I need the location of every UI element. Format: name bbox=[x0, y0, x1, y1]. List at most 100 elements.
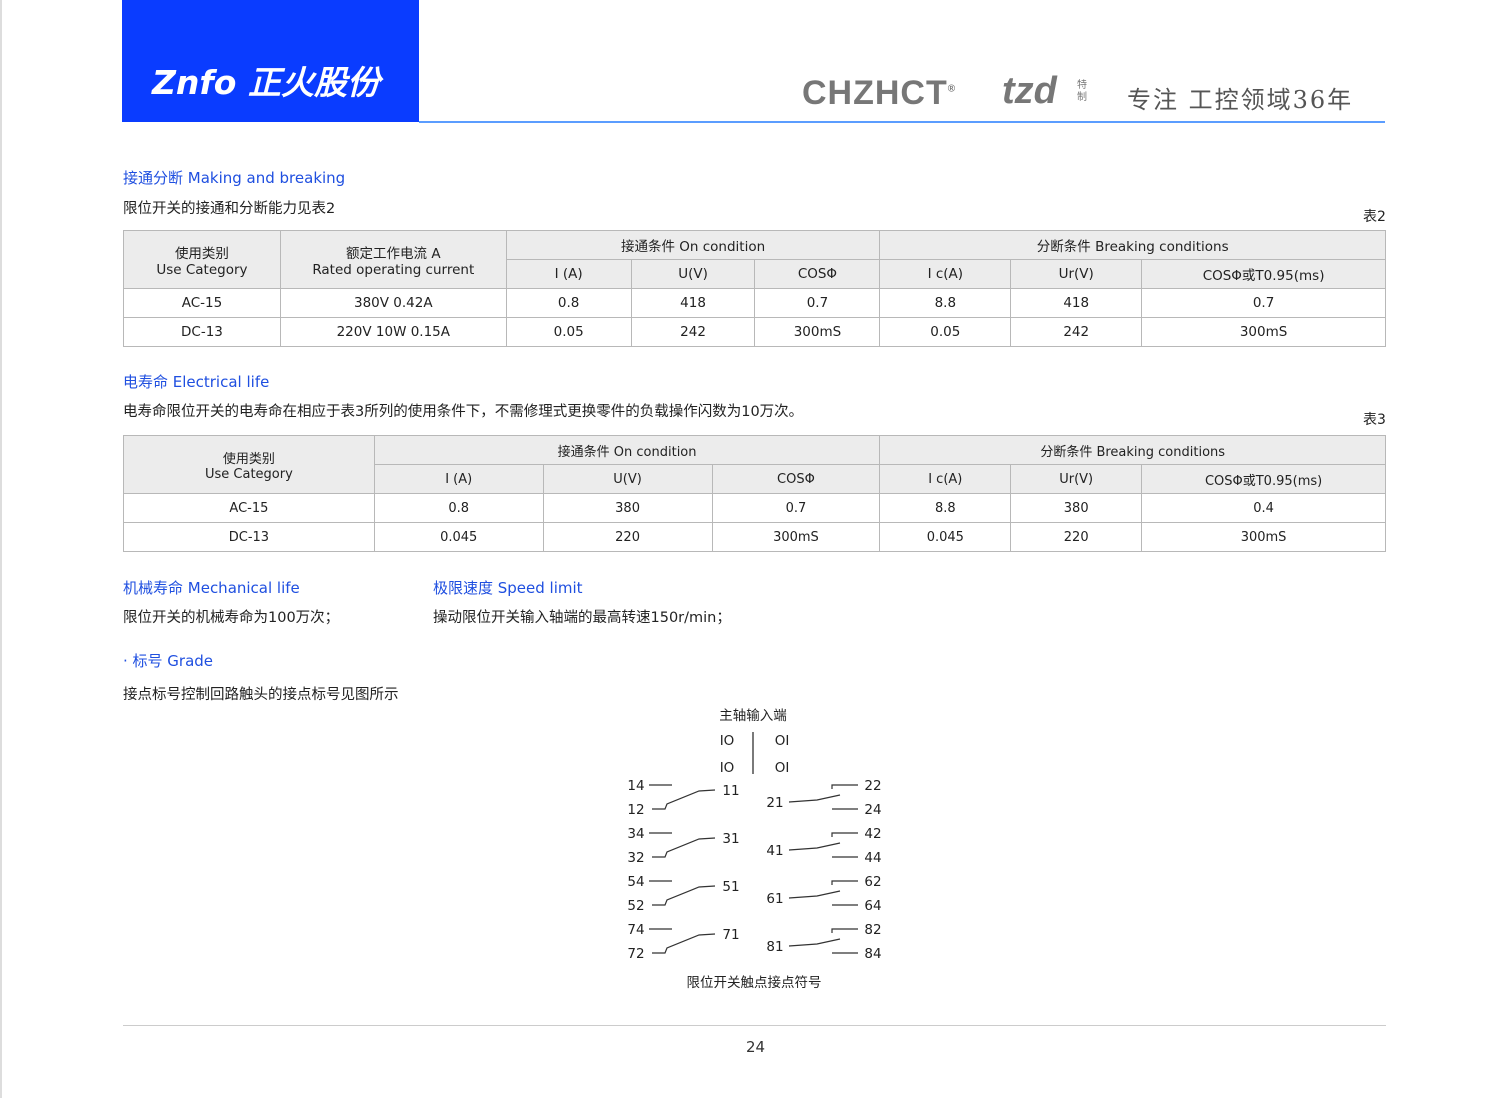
io-label: IO bbox=[720, 760, 735, 776]
terminal-label: 11 bbox=[722, 783, 739, 799]
page-number: 24 bbox=[746, 1038, 766, 1056]
terminal-label: 12 bbox=[627, 802, 644, 818]
terminal-label: 52 bbox=[627, 898, 644, 914]
terminal-label: 62 bbox=[864, 874, 881, 890]
table-cell: 220V 10W 0.15A bbox=[279, 317, 507, 347]
terminal-label: 31 bbox=[722, 831, 739, 847]
table-cell: 8.8 bbox=[879, 493, 1012, 523]
contact-line bbox=[831, 880, 858, 885]
table-cell: AC-15 bbox=[123, 493, 375, 523]
subheader-cell: I c(A) bbox=[879, 464, 1012, 494]
terminal-label: 81 bbox=[766, 939, 783, 955]
table-cell: 220 bbox=[1010, 522, 1143, 552]
terminal-label: 22 bbox=[864, 778, 881, 794]
header-current: 额定工作电流 A Rated operating current bbox=[279, 230, 507, 289]
contact-line bbox=[652, 933, 716, 954]
brand-logo: Znfo 正火股份 bbox=[152, 63, 380, 102]
io-label: IO bbox=[720, 733, 735, 749]
terminal-label: 21 bbox=[766, 795, 783, 811]
section-text-electrical: 电寿命限位开关的电寿命在相应于表3所列的使用条件下，不需修理式更换零件的负载操作… bbox=[123, 404, 804, 420]
table-cell: 300mS bbox=[1141, 522, 1386, 552]
table-cell: 300mS bbox=[1141, 317, 1386, 347]
header-off: 分断条件 Breaking conditions bbox=[879, 230, 1386, 260]
slogan: 专注 工控领域36年 bbox=[1127, 86, 1354, 114]
terminal-label: 61 bbox=[766, 891, 783, 907]
table-cell: 0.045 bbox=[373, 522, 544, 552]
header-on: 接通条件 On condition bbox=[505, 230, 881, 260]
terminal-label: 34 bbox=[627, 826, 644, 842]
subheader-cell: I c(A) bbox=[879, 259, 1012, 289]
contact-line bbox=[652, 789, 716, 810]
table-cell: 300mS bbox=[711, 522, 881, 552]
table-number: 表3 bbox=[1363, 412, 1386, 428]
section-text-grade: 接点标号控制回路触头的接点标号见图所示 bbox=[123, 687, 399, 703]
contact-line bbox=[831, 784, 858, 789]
table-cell: 0.05 bbox=[505, 317, 632, 347]
tzd-logo: tzd bbox=[1002, 70, 1057, 112]
table-cell: 380 bbox=[1010, 493, 1143, 523]
subheader-cell: COSΦ或T0.95(ms) bbox=[1141, 464, 1386, 494]
terminal-label: 84 bbox=[864, 946, 881, 962]
subheader-cell: COSΦ bbox=[754, 259, 881, 289]
contact-line bbox=[652, 885, 716, 906]
terminal-label: 41 bbox=[766, 843, 783, 859]
footer-rule bbox=[123, 1025, 1386, 1026]
terminal-label: 44 bbox=[864, 850, 881, 866]
electrical-life-table: 使用类别 Use Category 接通条件 On condition 分断条件 Br… bbox=[123, 435, 1386, 552]
section-title-grade: · 标号 Grade bbox=[123, 652, 214, 670]
terminal-label: 51 bbox=[722, 879, 739, 895]
section-text-speed: 操动限位开关输入轴端的最高转速150r/min； bbox=[433, 610, 731, 626]
terminal-label: 42 bbox=[864, 826, 881, 842]
section-title-making: 接通分断 Making and breaking bbox=[123, 169, 346, 187]
section-title-electrical: 电寿命 Electrical life bbox=[123, 373, 270, 391]
terminal-label: 24 bbox=[864, 802, 881, 818]
table-cell: 300mS bbox=[754, 317, 881, 347]
table-row: AC-15 0.8 380 0.7 8.8 380 0.4 bbox=[123, 493, 1386, 523]
subheader-cell: Ur(V) bbox=[1010, 259, 1143, 289]
terminal-label: 32 bbox=[627, 850, 644, 866]
table-row: DC-13 0.045 220 300mS 0.045 220 300mS bbox=[123, 522, 1386, 552]
contact-line bbox=[831, 928, 858, 933]
table-cell: 8.8 bbox=[879, 288, 1012, 318]
io-label: OI bbox=[775, 733, 790, 749]
tzd-sub: 特制 bbox=[1077, 80, 1087, 103]
contact-line bbox=[788, 794, 841, 803]
table-number: 表2 bbox=[1363, 209, 1386, 225]
table-cell: 380 bbox=[542, 493, 713, 523]
table-cell: 0.7 bbox=[1141, 288, 1386, 318]
table-cell: 242 bbox=[630, 317, 756, 347]
contact-line bbox=[831, 832, 858, 837]
terminal-label: 71 bbox=[722, 927, 739, 943]
header-on: 接通条件 On condition bbox=[373, 435, 881, 465]
making-breaking-table: 使用类别 Use Category 额定工作电流 A Rated operating … bbox=[123, 230, 1386, 347]
table-cell: 0.05 bbox=[879, 317, 1012, 347]
contact-line bbox=[788, 890, 841, 899]
table-cell: 380V 0.42A bbox=[279, 288, 507, 318]
header-rule bbox=[419, 121, 1385, 123]
brand-logo-block bbox=[122, 0, 419, 122]
table-cell: 242 bbox=[1010, 317, 1143, 347]
diagram-title: 主轴输入端 bbox=[719, 708, 787, 724]
table-cell: DC-13 bbox=[123, 317, 281, 347]
terminal-label: 74 bbox=[627, 922, 644, 938]
diagram-caption: 限位开关触点接点符号 bbox=[687, 974, 822, 991]
terminal-label: 54 bbox=[627, 874, 644, 890]
terminal-label: 72 bbox=[627, 946, 644, 962]
chzhct-logo: CHZHCT® bbox=[802, 74, 957, 112]
table-cell: 418 bbox=[630, 288, 756, 318]
table-row: AC-15 380V 0.42A 0.8 418 0.7 8.8 418 0.7 bbox=[123, 288, 1386, 318]
terminal-label: 82 bbox=[864, 922, 881, 938]
table-cell: DC-13 bbox=[123, 522, 375, 552]
table-cell: AC-15 bbox=[123, 288, 281, 318]
table-cell: 0.7 bbox=[754, 288, 881, 318]
subheader-cell: COSΦ bbox=[711, 464, 881, 494]
terminal-label: 64 bbox=[864, 898, 881, 914]
subheader-cell: U(V) bbox=[542, 464, 713, 494]
terminal-label: 14 bbox=[627, 778, 644, 794]
subheader-cell: I (A) bbox=[505, 259, 632, 289]
contact-line bbox=[788, 938, 841, 947]
table-cell: 0.045 bbox=[879, 522, 1012, 552]
subheader-cell: I (A) bbox=[373, 464, 544, 494]
header-category: 使用类别 Use Category bbox=[123, 435, 375, 494]
